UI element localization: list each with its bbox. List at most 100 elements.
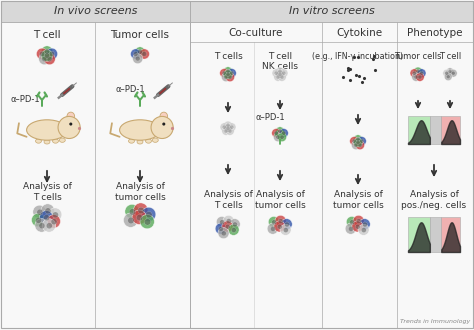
- Circle shape: [272, 129, 281, 138]
- Circle shape: [452, 71, 455, 75]
- Circle shape: [352, 139, 356, 143]
- Circle shape: [416, 69, 420, 73]
- Circle shape: [280, 135, 284, 139]
- Text: T cell: T cell: [33, 30, 61, 40]
- Circle shape: [354, 143, 358, 147]
- Circle shape: [230, 71, 234, 75]
- Circle shape: [225, 224, 230, 229]
- Circle shape: [221, 231, 226, 236]
- Circle shape: [216, 216, 228, 228]
- Bar: [441, 116, 460, 144]
- Circle shape: [41, 50, 53, 61]
- Circle shape: [228, 69, 237, 78]
- Circle shape: [47, 214, 61, 228]
- Circle shape: [215, 223, 226, 234]
- Circle shape: [356, 219, 361, 224]
- Text: Analysis of
tumor cells: Analysis of tumor cells: [333, 190, 383, 210]
- Circle shape: [226, 126, 230, 130]
- Circle shape: [272, 220, 277, 225]
- Circle shape: [139, 49, 149, 59]
- Circle shape: [226, 72, 230, 77]
- Circle shape: [448, 70, 452, 74]
- Circle shape: [417, 69, 426, 78]
- Circle shape: [123, 213, 138, 227]
- Circle shape: [226, 127, 234, 135]
- Circle shape: [449, 69, 457, 77]
- Circle shape: [42, 219, 56, 232]
- Circle shape: [130, 49, 141, 59]
- Circle shape: [228, 129, 232, 133]
- Circle shape: [138, 207, 144, 214]
- Circle shape: [128, 217, 134, 224]
- Circle shape: [46, 48, 57, 59]
- Circle shape: [268, 216, 280, 228]
- Ellipse shape: [146, 139, 152, 143]
- Circle shape: [224, 121, 232, 130]
- Text: (e.g., IFN-γ incubation): (e.g., IFN-γ incubation): [312, 52, 403, 61]
- Circle shape: [346, 216, 357, 228]
- Circle shape: [345, 223, 356, 234]
- Circle shape: [361, 228, 366, 233]
- Circle shape: [226, 69, 230, 73]
- Circle shape: [39, 51, 45, 56]
- Circle shape: [53, 212, 58, 218]
- Circle shape: [275, 127, 284, 136]
- Text: In vivo screens: In vivo screens: [54, 7, 137, 16]
- Circle shape: [224, 70, 233, 79]
- Circle shape: [414, 67, 422, 76]
- Circle shape: [356, 141, 365, 149]
- Circle shape: [350, 137, 359, 146]
- Text: Trends in Immunology: Trends in Immunology: [400, 319, 470, 324]
- Circle shape: [419, 71, 424, 75]
- Circle shape: [447, 75, 450, 79]
- Circle shape: [45, 53, 50, 58]
- Circle shape: [69, 122, 73, 126]
- Circle shape: [36, 48, 48, 59]
- Circle shape: [41, 46, 53, 57]
- Ellipse shape: [160, 112, 168, 121]
- Circle shape: [273, 133, 283, 142]
- Circle shape: [222, 125, 227, 129]
- Circle shape: [274, 71, 278, 75]
- Circle shape: [274, 221, 285, 232]
- Circle shape: [42, 56, 47, 62]
- Circle shape: [31, 213, 45, 227]
- Circle shape: [129, 209, 136, 215]
- Circle shape: [33, 205, 46, 219]
- Circle shape: [282, 71, 286, 75]
- Circle shape: [137, 214, 143, 221]
- Text: Analysis of
T cells: Analysis of T cells: [203, 190, 253, 210]
- Ellipse shape: [67, 112, 74, 121]
- Circle shape: [37, 209, 43, 215]
- Ellipse shape: [137, 140, 143, 144]
- Circle shape: [410, 69, 419, 78]
- Circle shape: [49, 51, 55, 56]
- Circle shape: [352, 221, 363, 232]
- Ellipse shape: [44, 140, 50, 144]
- Text: In vitro screens: In vitro screens: [289, 7, 374, 16]
- Circle shape: [354, 138, 363, 147]
- Bar: [408, 217, 430, 252]
- Circle shape: [277, 133, 286, 142]
- Circle shape: [221, 73, 230, 82]
- Circle shape: [418, 75, 422, 79]
- Circle shape: [133, 51, 138, 56]
- Circle shape: [134, 203, 148, 217]
- Circle shape: [356, 137, 360, 141]
- Circle shape: [58, 116, 80, 139]
- Circle shape: [44, 214, 50, 221]
- Circle shape: [359, 219, 370, 230]
- Circle shape: [228, 75, 232, 79]
- Circle shape: [412, 73, 420, 81]
- Circle shape: [416, 73, 424, 81]
- Text: Analysis of
T cells: Analysis of T cells: [23, 182, 72, 202]
- Circle shape: [132, 210, 146, 224]
- Circle shape: [140, 214, 155, 229]
- Bar: [408, 116, 430, 144]
- Circle shape: [137, 50, 142, 54]
- Ellipse shape: [59, 138, 65, 142]
- Circle shape: [146, 212, 152, 218]
- Circle shape: [355, 224, 360, 229]
- Text: α–PD-1: α–PD-1: [10, 95, 40, 105]
- Circle shape: [226, 73, 235, 82]
